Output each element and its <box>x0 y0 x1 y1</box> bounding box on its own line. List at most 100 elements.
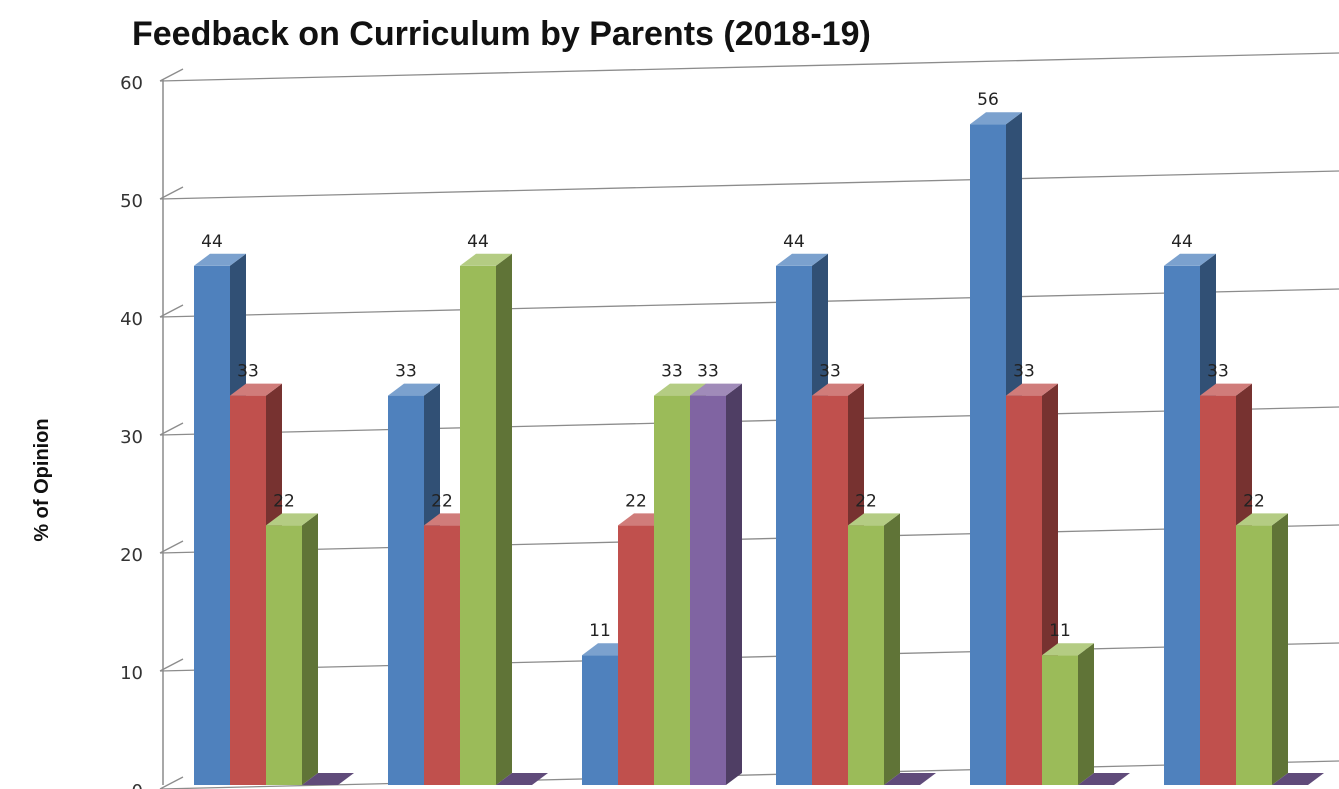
bar-front-face <box>1200 395 1236 785</box>
bar-top-face <box>1042 643 1094 656</box>
bars <box>194 112 1324 786</box>
bar-front-face <box>812 395 848 785</box>
bar <box>884 773 936 785</box>
gridline <box>159 406 1339 436</box>
bar <box>848 513 900 785</box>
data-label: 22 <box>431 491 453 511</box>
gridline-depth <box>159 68 184 82</box>
data-label: 44 <box>1171 232 1193 252</box>
bar <box>690 383 742 785</box>
bar-side-face <box>496 253 512 786</box>
bar <box>266 513 318 785</box>
bar <box>496 773 548 785</box>
bar-front-face <box>266 525 302 785</box>
gridline <box>159 170 1339 200</box>
bar-front-face <box>424 525 460 785</box>
bar-front-face <box>460 265 496 785</box>
gridline-depth <box>159 658 184 672</box>
data-label: 44 <box>783 232 805 252</box>
bar-front-face <box>1042 655 1078 785</box>
bar-top-face <box>388 383 440 396</box>
bar-top-face <box>1236 513 1288 526</box>
bar-front-face <box>582 655 618 785</box>
bar <box>1272 773 1324 785</box>
bar-top-face <box>1006 383 1058 396</box>
data-label: 33 <box>697 362 719 382</box>
gridline-depth <box>159 186 184 200</box>
bar-top-face <box>654 383 706 396</box>
bar-front-face <box>194 265 230 785</box>
data-label: 33 <box>1013 362 1035 382</box>
y-tick-label: 20 <box>120 545 143 566</box>
y-tick-label: 0 <box>132 781 143 789</box>
bar-side-face <box>726 383 742 785</box>
bar-zero-face <box>884 773 936 785</box>
bar-top-face <box>812 383 864 396</box>
data-label: 56 <box>977 90 999 110</box>
bar <box>1236 513 1288 785</box>
bar <box>1078 773 1130 785</box>
bar <box>302 773 354 785</box>
gridline-depth <box>159 422 184 436</box>
data-label: 33 <box>1207 362 1229 382</box>
bar <box>460 253 512 786</box>
y-tick-label: 40 <box>120 309 143 330</box>
y-tick-label: 60 <box>120 73 143 94</box>
bar-front-face <box>654 395 690 785</box>
bar-top-face <box>194 253 246 266</box>
y-tick-label: 30 <box>120 427 143 448</box>
data-label: 33 <box>819 362 841 382</box>
bar-front-face <box>388 395 424 785</box>
bar-zero-face <box>496 773 548 785</box>
bar-front-face <box>230 395 266 785</box>
y-tick-label: 50 <box>120 191 143 212</box>
gridline-depth <box>159 304 184 318</box>
data-label: 11 <box>589 621 611 641</box>
data-label: 33 <box>237 362 259 382</box>
data-label: 22 <box>855 491 877 511</box>
bar-front-face <box>1006 395 1042 785</box>
bar-front-face <box>1236 525 1272 785</box>
bar-front-face <box>776 265 812 785</box>
y-axis-label: % of Opinion <box>31 418 53 541</box>
data-label: 33 <box>395 362 417 382</box>
bar-zero-face <box>302 773 354 785</box>
bar-front-face <box>970 124 1006 785</box>
data-label: 22 <box>273 491 295 511</box>
bar-front-face <box>848 525 884 785</box>
bar-zero-face <box>1078 773 1130 785</box>
bar-side-face <box>302 513 318 785</box>
y-tick-label: 10 <box>120 663 143 684</box>
bar-top-face <box>970 112 1022 125</box>
data-labels: 44 33 22 33 22 44 11 22 33 33 44 33 22 56 33 11 44 33 22 <box>201 90 1265 641</box>
bar-top-face <box>1164 253 1216 266</box>
gridlines <box>159 52 1339 789</box>
chart-title: Feedback on Curriculum by Parents (2018-… <box>132 15 871 53</box>
bar-front-face <box>690 395 726 785</box>
bar-top-face <box>266 513 318 526</box>
y-axis-ticks: 0 10 20 30 40 50 60 <box>120 73 143 789</box>
bar-top-face <box>690 383 742 396</box>
gridline-depth <box>159 540 184 554</box>
bar-top-face <box>230 383 282 396</box>
gridline <box>159 52 1339 82</box>
gridline <box>159 642 1339 672</box>
bar-side-face <box>1078 643 1094 785</box>
data-label: 44 <box>467 232 489 252</box>
bar <box>1042 643 1094 785</box>
bar-top-face <box>1200 383 1252 396</box>
bar-top-face <box>776 253 828 266</box>
gridline-depth <box>159 776 184 789</box>
data-label: 11 <box>1049 621 1071 641</box>
bar-top-face <box>460 253 512 266</box>
bar-front-face <box>1164 265 1200 785</box>
data-label: 22 <box>1243 491 1265 511</box>
bar-side-face <box>884 513 900 785</box>
gridline <box>159 524 1339 554</box>
bar-zero-face <box>1272 773 1324 785</box>
bar-top-face <box>848 513 900 526</box>
data-label: 22 <box>625 491 647 511</box>
data-label: 44 <box>201 232 223 252</box>
data-label: 33 <box>661 362 683 382</box>
